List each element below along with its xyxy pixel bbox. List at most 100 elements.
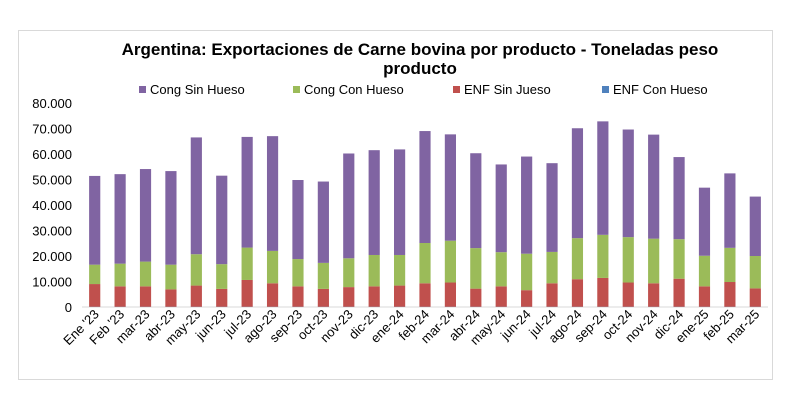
bar-cong-con-hueso [495,252,507,287]
bar-cong-con-hueso [317,262,329,289]
bar-cong-con-hueso [394,254,406,286]
bar-cong-con-hueso [266,250,279,284]
bar-cong-sin-hueso [648,134,660,239]
bar-cong-con-hueso [216,264,228,289]
bar-enf-sin-jueso [266,283,279,307]
legend-swatch-enf-sin-jueso [453,86,460,94]
bar-enf-sin-jueso [165,289,177,307]
bar-cong-con-hueso [597,234,609,278]
legend-label-cong-sin-hueso: Cong Sin Hueso [150,82,245,97]
bar-cong-con-hueso [139,261,152,287]
bar-enf-sin-jueso [241,279,253,307]
bar-cong-con-hueso [546,251,558,284]
bar-enf-sin-jueso [597,277,609,307]
bar-cong-sin-hueso [343,153,355,259]
y-tick-label: 10.000 [32,275,72,290]
bar-enf-sin-jueso [216,288,228,307]
legend-label-enf-sin-jueso: ENF Sin Jueso [464,82,551,97]
bar-cong-sin-hueso [190,137,202,255]
bar-cong-sin-hueso [216,175,228,265]
bar-enf-sin-jueso [521,290,533,307]
bar-cong-con-hueso [419,242,431,284]
y-tick-label: 70.000 [32,122,72,137]
bar-cong-con-hueso [521,253,533,291]
bar-cong-sin-hueso [317,181,329,263]
bar-cong-con-hueso [343,258,355,288]
bar-cong-sin-hueso [89,175,101,265]
bar-enf-sin-jueso [673,278,685,307]
chart-legend: Cong Sin Hueso Cong Con Hueso ENF Sin Ju… [0,82,799,100]
y-tick-label: 40.000 [32,198,72,213]
bar-cong-con-hueso [470,248,482,289]
bar-cong-con-hueso [114,263,126,287]
legend-item-enf-con-hueso: ENF Con Hueso [602,82,708,97]
bar-cong-con-hueso [571,238,584,280]
bar-cong-con-hueso [749,256,761,289]
bar-cong-con-hueso [724,247,736,283]
bar-cong-con-hueso [622,237,634,283]
bar-enf-sin-jueso [444,282,456,307]
chart-title-line-2: producto [383,59,457,78]
bar-cong-sin-hueso [571,128,584,239]
bar-enf-sin-jueso [190,285,202,307]
chart-title: Argentina: Exportaciones de Carne bovina… [100,40,740,78]
legend-item-enf-sin-jueso: ENF Sin Jueso [453,82,551,97]
y-tick-label: 80.000 [32,96,72,111]
bar-cong-sin-hueso [292,180,304,260]
bar-cong-sin-hueso [597,121,609,235]
bar-enf-sin-jueso [648,283,660,307]
legend-label-cong-con-hueso: Cong Con Hueso [304,82,404,97]
bar-cong-sin-hueso [241,136,253,248]
bar-enf-sin-jueso [546,283,558,307]
bar-enf-sin-jueso [394,285,406,307]
bar-enf-sin-jueso [419,283,431,307]
legend-swatch-cong-sin-hueso [139,86,146,94]
legend-label-enf-con-hueso: ENF Con Hueso [613,82,708,97]
bar-cong-sin-hueso [419,131,431,243]
bar-cong-sin-hueso [724,173,736,248]
y-tick-label: 30.000 [32,224,72,239]
bar-enf-sin-jueso [571,279,584,307]
bar-cong-sin-hueso [114,174,126,264]
y-tick-label: 0 [65,300,72,315]
bar-cong-con-hueso [698,255,711,287]
bar-cong-con-hueso [292,259,304,287]
legend-swatch-cong-con-hueso [293,86,300,94]
bar-enf-sin-jueso [724,282,736,307]
bar-cong-con-hueso [673,239,685,279]
bar-enf-sin-jueso [368,286,380,307]
bar-cong-con-hueso [89,264,101,285]
legend-swatch-enf-con-hueso [602,86,609,94]
bar-enf-sin-jueso [139,286,152,307]
bar-enf-sin-jueso [622,282,634,307]
bar-cong-sin-hueso [394,149,406,255]
bar-cong-sin-hueso [622,129,634,238]
bar-cong-sin-hueso [470,153,482,249]
bar-enf-sin-jueso [343,287,355,307]
bar-cong-sin-hueso [368,150,380,255]
bar-enf-sin-jueso [292,286,304,307]
bar-enf-sin-jueso [749,288,761,307]
bar-enf-sin-jueso [114,286,126,307]
bar-cong-sin-hueso [546,163,558,252]
bar-enf-sin-jueso [89,284,101,307]
bar-cong-sin-hueso [444,134,456,241]
chart-title-line-1: Argentina: Exportaciones de Carne bovina… [121,40,719,59]
y-tick-label: 50.000 [32,173,72,188]
bar-enf-sin-jueso [698,286,711,307]
y-tick-label: 20.000 [32,249,72,264]
bar-cong-sin-hueso [749,196,761,256]
bar-cong-sin-hueso [521,156,533,254]
bar-cong-sin-hueso [698,187,711,256]
legend-item-cong-sin-hueso: Cong Sin Hueso [139,82,245,97]
bar-cong-con-hueso [165,264,177,290]
bar-cong-sin-hueso [495,164,507,253]
bar-cong-con-hueso [368,254,380,287]
bar-enf-sin-jueso [495,286,507,307]
bar-cong-con-hueso [241,247,253,280]
bar-cong-sin-hueso [673,157,685,240]
bar-cong-sin-hueso [165,171,177,265]
bar-enf-sin-jueso [317,288,329,307]
bar-cong-con-hueso [444,240,456,283]
legend-item-cong-con-hueso: Cong Con Hueso [293,82,404,97]
